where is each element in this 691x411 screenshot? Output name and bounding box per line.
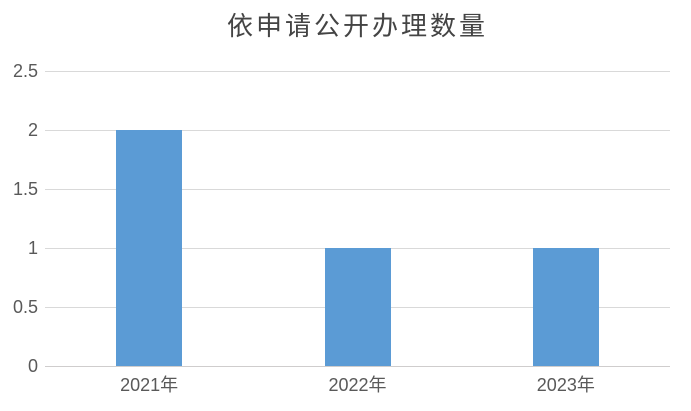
y-tick-label: 1 — [27, 238, 38, 258]
gridline — [45, 71, 670, 72]
y-tick-label: 0.5 — [12, 297, 38, 317]
x-axis: 2021年 2022年 2023年 — [45, 374, 670, 400]
bar — [324, 248, 391, 366]
y-tick-label: 1.5 — [12, 179, 38, 199]
x-tick-label: 2023年 — [536, 375, 595, 395]
plot-area — [45, 71, 670, 367]
y-axis: 0 0.5 1 1.5 2 2.5 — [0, 61, 38, 376]
bar — [532, 248, 599, 366]
gridline — [45, 189, 670, 190]
chart-title: 依申请公开办理数量 — [226, 12, 488, 42]
x-tick-label: 2021年 — [120, 375, 179, 395]
x-tick-label: 2022年 — [328, 375, 387, 395]
bar — [116, 130, 183, 366]
y-tick-label: 2.5 — [12, 61, 38, 81]
gridline — [45, 130, 670, 131]
y-tick-label: 0 — [27, 356, 38, 376]
y-tick-label: 2 — [27, 120, 38, 140]
